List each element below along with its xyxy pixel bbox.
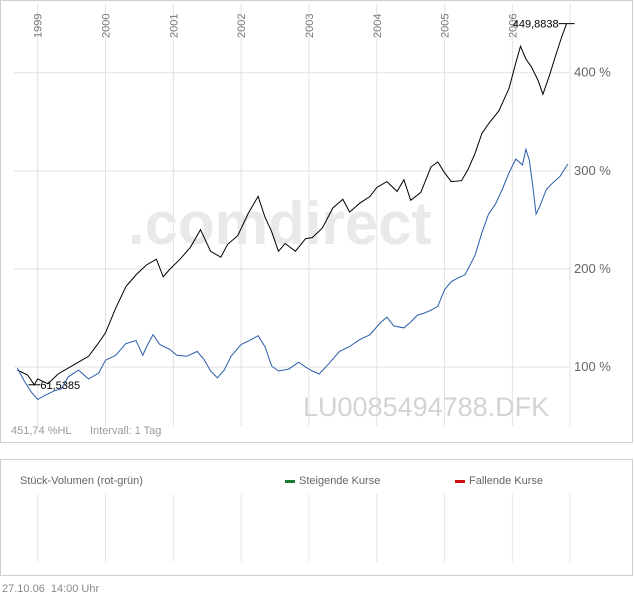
watermark: .comdirect bbox=[128, 190, 431, 257]
year-label-2001: 2001 bbox=[168, 14, 180, 38]
legend-rising-swatch bbox=[285, 479, 295, 483]
year-label-2000: 2000 bbox=[101, 14, 113, 38]
year-label-2003: 2003 bbox=[304, 14, 316, 38]
y-tick-label-200: 200 % bbox=[574, 261, 611, 276]
y-axis-tick-labels: 400 % 300 % 200 % 100 % bbox=[574, 65, 611, 374]
status-value-label: 451,74 %HL bbox=[11, 425, 72, 437]
legend-rising: Steigende Kurse bbox=[285, 475, 380, 487]
year-label-2004: 2004 bbox=[372, 14, 384, 38]
footer-date: 27.10.06 bbox=[2, 583, 45, 595]
footer-timestamp: 27.10.06 14:00 Uhr bbox=[2, 583, 105, 595]
y-tick-label-400: 400 % bbox=[574, 65, 611, 80]
series-line-2 bbox=[16, 147, 569, 401]
main-chart-panel bbox=[0, 0, 633, 443]
max-label: 449,8838 bbox=[513, 19, 559, 31]
volume-grid-lines bbox=[37, 494, 571, 562]
y-tick-label-100: 100 % bbox=[574, 359, 611, 374]
legend-falling-label: Fallende Kurse bbox=[469, 475, 543, 487]
status-interval-label: Intervall: 1 Tag bbox=[90, 425, 162, 437]
footer-time: 14:00 Uhr bbox=[50, 583, 100, 595]
series-line-1 bbox=[17, 23, 568, 386]
legend-falling-swatch bbox=[455, 479, 465, 483]
year-label-2002: 2002 bbox=[236, 14, 248, 38]
volume-panel bbox=[0, 459, 633, 576]
legend-rising-label: Steigende Kurse bbox=[299, 475, 381, 487]
symbol-label: LU0085494788.DFK bbox=[303, 392, 549, 422]
volume-title: Stück-Volumen (rot-grün) bbox=[20, 475, 143, 487]
y-tick-label-300: 300 % bbox=[574, 163, 611, 178]
min-label: 61,5385 bbox=[40, 380, 80, 392]
legend-falling: Fallende Kurse bbox=[455, 475, 543, 487]
year-label-1999: 1999 bbox=[33, 14, 45, 38]
grid-lines bbox=[14, 4, 571, 426]
x-axis-year-labels: 1999 2000 2001 2002 2003 2004 2005 2006 bbox=[33, 14, 520, 38]
annotations-layer: 61,5385 449,8838 bbox=[28, 19, 575, 392]
series-layer bbox=[16, 23, 569, 401]
year-label-2005: 2005 bbox=[440, 14, 452, 38]
year-label-2006: 2006 bbox=[507, 14, 519, 38]
